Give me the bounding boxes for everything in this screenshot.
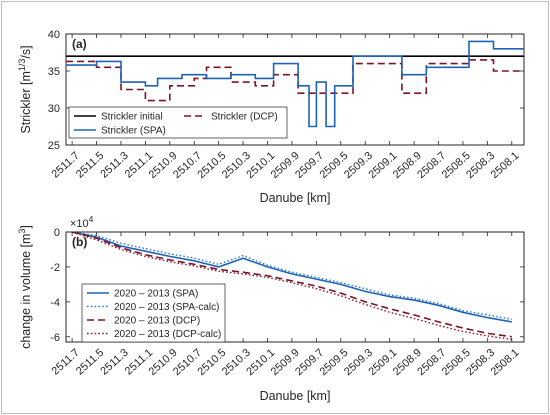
y-tick-label: 40: [48, 29, 60, 41]
y-tick-label: 30: [48, 103, 60, 115]
panel-b-legend: 2020 – 2013 (SPA) 2020 – 2013 (SPA-calc) 2…: [81, 283, 226, 343]
panel-a-y-label-main: Strickler [m: [19, 71, 33, 134]
legend-entry: Strickler (SPA): [101, 126, 166, 137]
panel-b-axes-box: [65, 231, 525, 343]
series-line-2: [66, 40, 524, 128]
panel-b-exponent-base: ×10: [70, 218, 89, 230]
panel-b-x-axis-label: Danube [km]: [260, 389, 331, 403]
panel-b-y-axis-label: change in volume [m3]: [17, 225, 33, 349]
panel-b-exponent-power: 4: [89, 214, 94, 224]
legend-entry: 2020 – 2013 (DCP-calc): [114, 329, 221, 340]
legend-entry: 2020 – 2013 (DCP): [114, 316, 200, 327]
panel-b-series: [71, 232, 512, 341]
panel-a-axes-box: [65, 33, 525, 146]
legend-box: [68, 106, 288, 139]
panel-b-label: (b): [72, 235, 87, 249]
panel-a-y-axis-label: Strickler [m1/3/s]: [17, 45, 33, 133]
panel-b-exponent-label: ×104: [70, 214, 94, 230]
y-tick-label: 0: [54, 227, 60, 239]
panel-b-y-label-main: change in volume [m: [19, 234, 33, 349]
panel-a-series: [66, 40, 524, 128]
y-tick-label: -4: [50, 297, 60, 309]
panel-a-legend: Strickler initial Strickler (DCP) Strickle…: [68, 106, 288, 139]
y-tick-label: -2: [50, 262, 60, 274]
series-line-1: [66, 59, 524, 102]
y-tick-label: 35: [48, 66, 60, 78]
panel-b-y-label-end: ]: [19, 225, 33, 228]
y-tick-label: -6: [50, 332, 60, 344]
legend-entry: Strickler initial: [101, 112, 163, 123]
series-line-0: [71, 232, 512, 323]
series-line-2: [71, 232, 512, 338]
x-tick-label: 2508.1: [489, 347, 522, 378]
panel-a-x-axis-label: Danube [km]: [260, 191, 331, 205]
panel-b-y-label-superscript: 3: [17, 229, 27, 234]
y-tick-label: 25: [48, 140, 60, 152]
panel-a-label: (a): [72, 37, 87, 51]
legend-entry: 2020 – 2013 (SPA-calc): [114, 302, 219, 313]
legend-entry: Strickler (DCP): [211, 112, 278, 123]
panel-a-y-label-end: /s]: [19, 45, 33, 58]
panel-a: 253035402511.72511.52511.32511.12510.925…: [17, 29, 525, 205]
series-line-3: [71, 232, 512, 341]
legend-entry: 2020 – 2013 (SPA): [114, 289, 198, 300]
panel-a-ticks: 253035402511.72511.52511.32511.12510.925…: [48, 29, 524, 181]
panel-a-y-label-superscript: 1/3: [17, 59, 27, 72]
panel-b: -6-4-202511.72511.52511.32511.12510.9251…: [17, 214, 525, 403]
x-tick-label: 2508.1: [489, 150, 522, 181]
